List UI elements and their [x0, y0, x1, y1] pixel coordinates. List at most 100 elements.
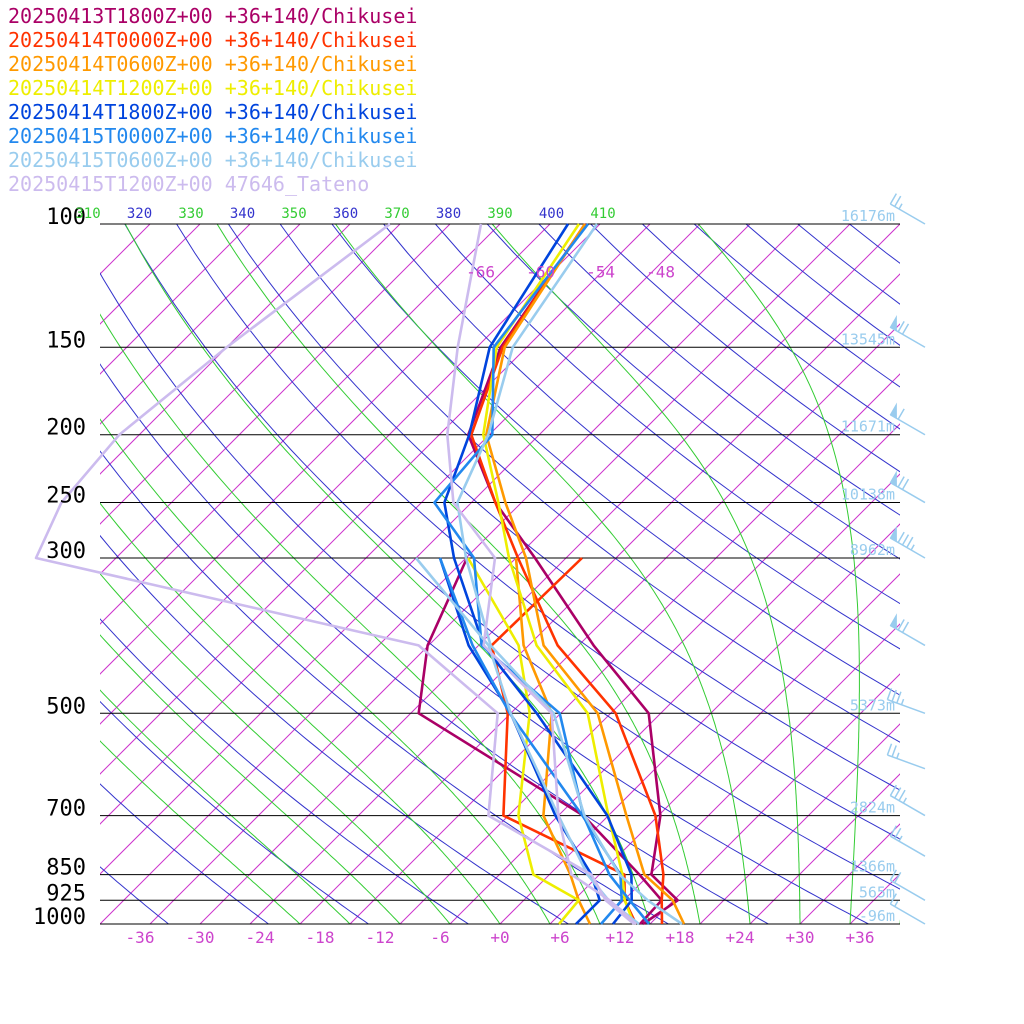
- barb-staff: [887, 754, 926, 770]
- theta-tick-label: 380: [436, 206, 461, 222]
- barb-pennant: [889, 402, 897, 420]
- moist-adiabat-line: [491, 224, 801, 924]
- temperature-tick-label: -12: [366, 928, 395, 947]
- wind-barb: [886, 688, 926, 714]
- height-label: 13545m: [841, 330, 895, 348]
- isotherm-line: [549, 573, 900, 924]
- legend-item: 20250415T0000Z+00 +36+140/Chikusei: [8, 124, 418, 148]
- pressure-tick-label: 700: [46, 797, 86, 822]
- isotherm-line: [649, 673, 900, 924]
- moist-adiabat-line: [697, 224, 860, 924]
- barb-flag: [889, 893, 898, 905]
- pressure-tick-label: 500: [46, 694, 86, 719]
- pressure-tick-label: 925: [46, 881, 86, 906]
- temperature-tick-label: -6: [430, 928, 449, 947]
- isotherm-line: [100, 224, 501, 625]
- barb-flag: [891, 689, 897, 702]
- legend-item: 20250414T0600Z+00 +36+140/Chikusei: [8, 52, 418, 76]
- barb-staff: [889, 203, 926, 225]
- barb-flag: [906, 536, 914, 548]
- pressure-tick-label: 250: [46, 484, 86, 509]
- temperature-tick-label: -36: [126, 928, 155, 947]
- dry-adiabat-line: [953, 224, 1024, 924]
- temperature-tick-label: +18: [666, 928, 695, 947]
- temperature-line: [456, 223, 683, 926]
- isotherm-line: [699, 723, 900, 924]
- moist-adiabat-line: [899, 919, 900, 924]
- theta-tick-label: 390: [487, 206, 512, 222]
- theta-tick-label: 350: [281, 206, 306, 222]
- barb-flag: [894, 195, 902, 207]
- dry-adiabat-line: [849, 224, 900, 264]
- isotherm-line: [100, 224, 801, 924]
- temperature-tick-label: -18: [306, 928, 335, 947]
- temperature-line: [445, 223, 637, 925]
- barb-flag: [894, 827, 902, 840]
- barb-half-flag: [894, 900, 899, 907]
- isotherm-line: [799, 823, 900, 924]
- dry-adiabat-line: [797, 224, 900, 305]
- height-label: 1366m: [850, 858, 895, 876]
- barb-flag: [897, 320, 905, 333]
- theta-tick-label: 410: [590, 206, 615, 222]
- legend-item: 20250414T1200Z+00 +36+140/Chikusei: [8, 76, 418, 100]
- upper-temperature-label: -54: [586, 262, 615, 281]
- temperature-line: [433, 223, 651, 925]
- isotherm-line: [349, 373, 900, 924]
- wind-barb: [886, 743, 926, 770]
- isotherm-line: [100, 224, 701, 825]
- temperature-tick-label: +30: [786, 928, 815, 947]
- barb-pennant: [889, 525, 897, 543]
- barb-flag: [901, 621, 910, 633]
- isotherm-line: [149, 224, 851, 924]
- pressure-tick-label: 100: [46, 205, 86, 230]
- dry-adiabat-line: [331, 224, 900, 696]
- isotherm-line: [849, 873, 900, 924]
- isotherm-line: [899, 923, 900, 924]
- theta-tick-label: 310: [75, 206, 100, 222]
- dry-adiabat-line: [901, 224, 1024, 924]
- barb-flag: [897, 531, 905, 543]
- legend: 20250413T1800Z+00 +36+140/Chikusei 20250…: [8, 4, 417, 196]
- legend-item: 20250415T1200Z+00 47646_Tateno: [8, 172, 370, 196]
- barb-half-flag: [898, 203, 903, 210]
- height-label: 11671m: [841, 418, 895, 436]
- isotherm-line: [599, 623, 900, 924]
- theta-tick-label: 340: [230, 206, 255, 222]
- height-label: 565m: [859, 883, 895, 901]
- dry-adiabat-line: [279, 224, 900, 743]
- isotherm-line: [100, 224, 451, 575]
- temperature-line: [443, 223, 634, 925]
- isotherm-line: [199, 224, 900, 924]
- wind-barb: [889, 825, 926, 857]
- height-label: -96m: [859, 907, 895, 925]
- dry-adiabat-line: [383, 224, 900, 650]
- barb-flag: [891, 745, 897, 757]
- barb-flag: [886, 688, 893, 700]
- barb-flag: [897, 476, 905, 488]
- barb-flag: [898, 789, 906, 801]
- barb-flag: [901, 323, 910, 335]
- barb-flag: [901, 478, 910, 490]
- wind-barbs: [886, 193, 926, 925]
- legend-item: 20250414T1800Z+00 +36+140/Chikusei: [8, 100, 418, 124]
- barb-staff: [889, 794, 926, 817]
- temperature-line: [466, 223, 680, 926]
- isotherm-line: [100, 224, 751, 875]
- temperature-tick-label: +12: [606, 928, 635, 947]
- isotherm-line: [249, 273, 900, 924]
- height-label: 2824m: [850, 799, 895, 817]
- isotherm-line: [100, 224, 601, 725]
- barb-flag: [901, 534, 910, 546]
- barb-pennant: [889, 613, 897, 630]
- theta-tick-label: 360: [333, 206, 358, 222]
- dry-adiabat-line: [693, 224, 900, 388]
- barb-pennant: [889, 315, 897, 332]
- wind-barb: [889, 893, 926, 925]
- temperature-tick-label: -30: [186, 928, 215, 947]
- barb-flag: [894, 872, 902, 884]
- barb-flag: [889, 784, 898, 796]
- isotherm-line: [100, 224, 301, 425]
